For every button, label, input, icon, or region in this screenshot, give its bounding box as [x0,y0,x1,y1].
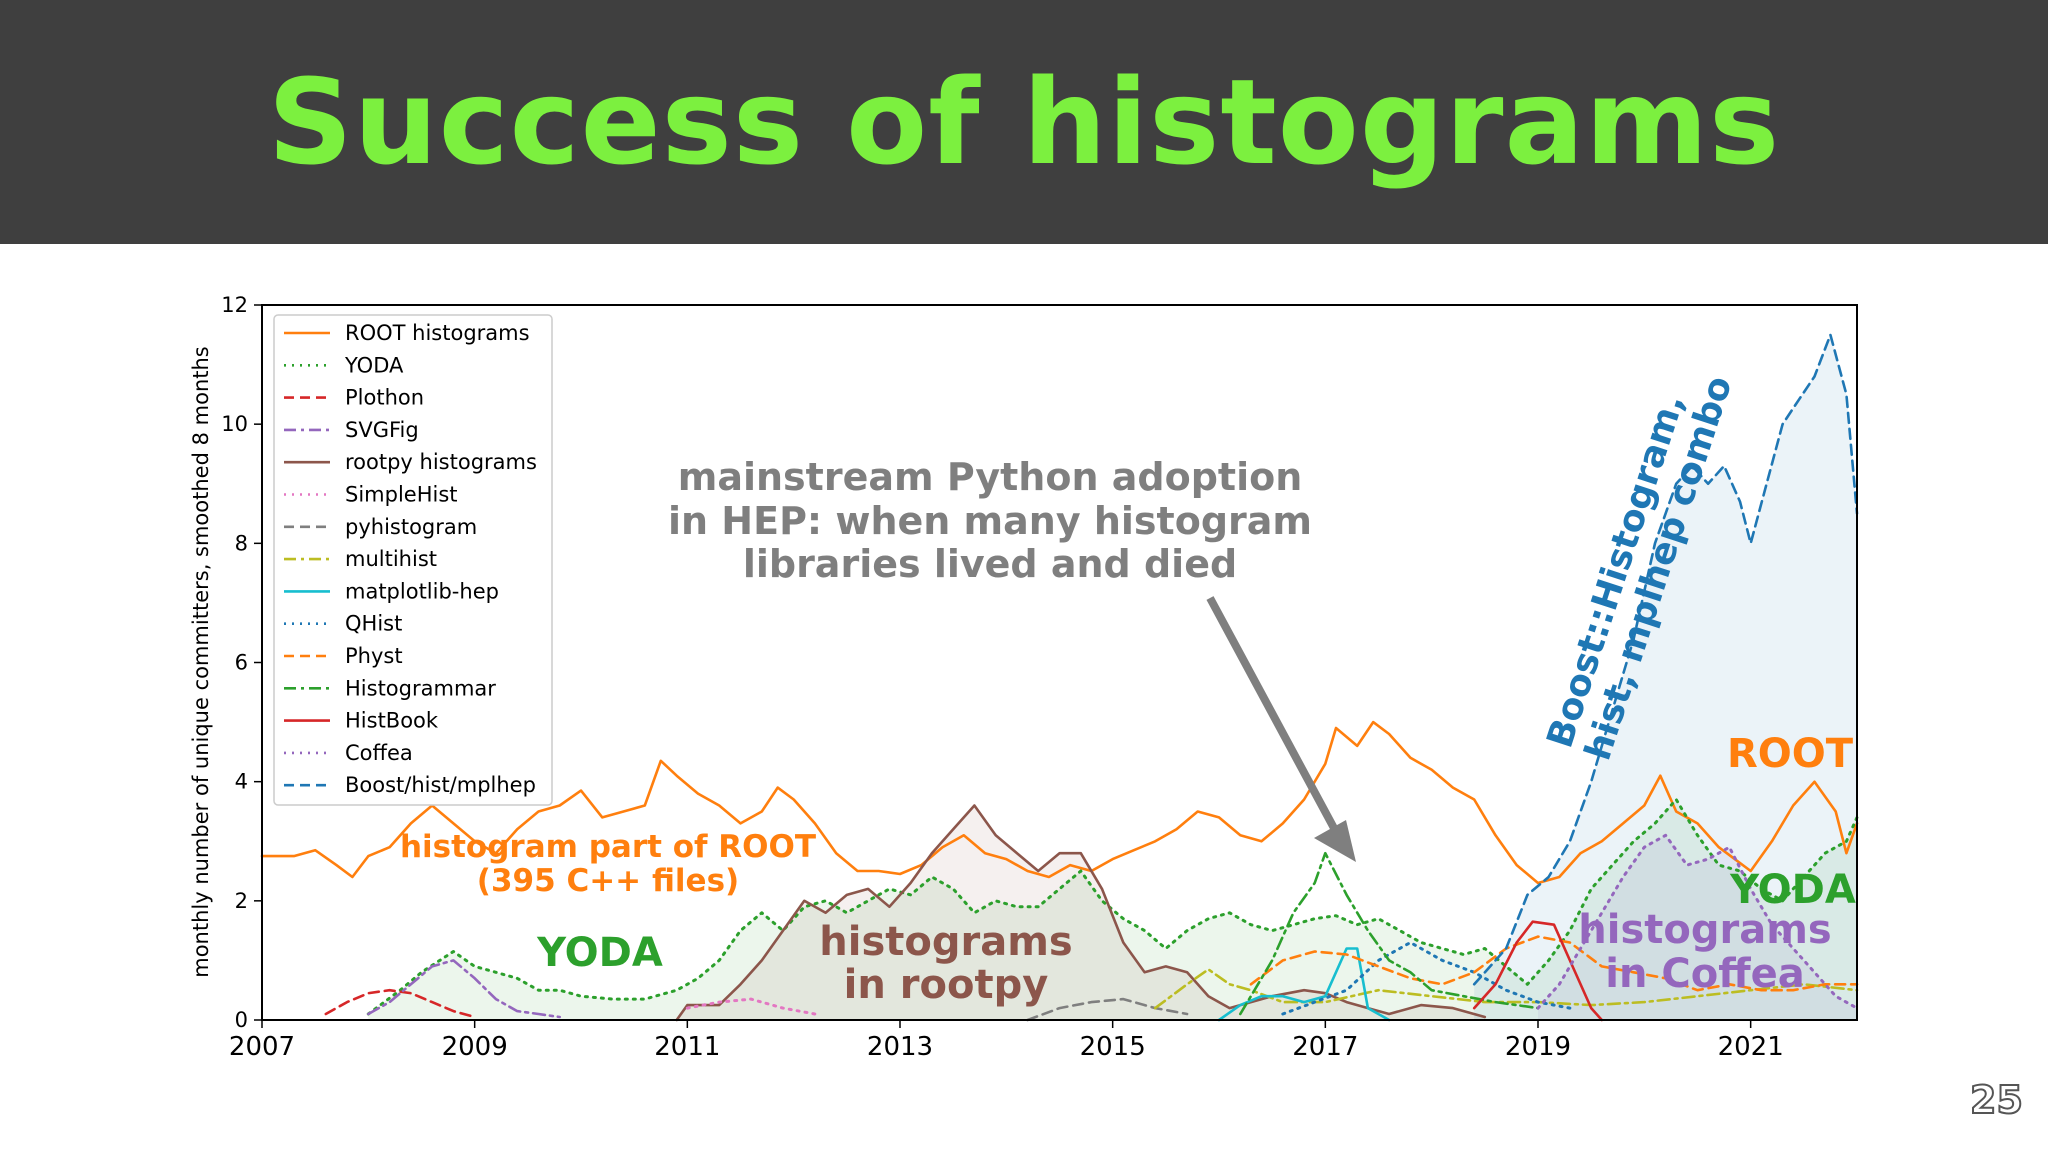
annotation-rootpy-1: histograms [819,919,1072,965]
series-line-10 [1249,935,1859,992]
y-ticks: 0 2 4 6 8 10 12 [221,293,262,1032]
y-tick-label: 10 [221,412,248,436]
annotation-yoda-left: YODA [536,930,663,976]
legend-label: Boost/hist/mplhep [345,773,536,797]
y-tick-label: 2 [235,889,248,913]
annotation-root-right: ROOT [1727,731,1854,777]
series-fill-13 [1538,835,1857,1020]
legend-label: multihist [345,547,437,571]
legend-items: ROOT histograms YODA Plothon SVGFig rootpy h… [284,321,537,797]
x-tick-label: 2009 [442,1032,508,1062]
legend-label: Plothon [345,386,424,410]
x-tick-label: 2017 [1292,1032,1358,1062]
series-lines [260,333,1859,1022]
y-tick-label: 0 [235,1008,248,1032]
legend-label: matplotlib-hep [345,579,499,603]
legend-label: pyhistogram [345,515,477,539]
y-tick-label: 8 [235,531,248,555]
slide-title: Success of histograms [267,53,1781,191]
x-ticks: 2007 2009 2011 2013 2015 2017 2019 2021 [229,1020,1784,1062]
annotation-adoption-3: libraries lived and died [743,542,1237,586]
legend-label: rootpy histograms [345,450,537,474]
title-bar: Success of histograms [0,0,2048,244]
arrow-shaft [1206,596,1339,832]
series-line-0 [260,720,1859,885]
y-axis-label: monthly number of unique committers, smo… [189,346,213,978]
annotation-yoda-right: YODA [1729,867,1856,913]
y-tick-label: 6 [235,651,248,675]
y-tick-label: 4 [235,770,248,794]
annotation-adoption-1: mainstream Python adoption [678,455,1303,499]
series-line-12 [1472,920,1604,1022]
legend-label: SVGFig [345,418,419,442]
y-tick-label: 12 [221,293,248,317]
annotation-root-files: (395 C++ files) [477,863,739,899]
legend-box [273,314,553,806]
legend-label: Physt [345,644,403,668]
series-line-14 [1472,333,1859,986]
annotation-coffea-2: in Coffea [1605,951,1804,997]
arrow-head [1314,820,1356,862]
series-line-7 [1153,968,1859,1010]
annotation-coffea-1: histograms [1578,907,1831,953]
legend-label: HistBook [345,709,439,733]
series-line-2 [324,988,477,1019]
series-line-13 [1536,833,1859,1010]
x-tick-label: 2011 [654,1032,720,1062]
series-line-9 [1281,941,1572,1016]
series-line-1 [366,798,1859,1016]
x-tick-label: 2021 [1718,1032,1784,1062]
x-tick-label: 2007 [229,1032,295,1062]
legend-label: Coffea [345,741,413,765]
series-fill-1 [368,799,1857,1020]
series-line-4 [675,804,1487,1022]
x-tick-label: 2015 [1080,1032,1146,1062]
legend-label: YODA [344,353,404,377]
legend-label: SimpleHist [345,483,458,507]
legend-label: QHist [345,612,402,636]
legend-label: Histogrammar [345,676,496,700]
x-tick-label: 2013 [867,1032,933,1062]
legend: ROOT histograms YODA Plothon SVGFig rootpy h… [273,314,553,806]
annotation-adoption-2: in HEP: when many histogram [668,499,1312,543]
series-line-8 [1217,947,1391,1022]
x-tick-label: 2019 [1505,1032,1571,1062]
series-line-3 [366,959,562,1019]
annotation-root-part: histogram part of ROOT [400,829,816,865]
series-line-6 [1026,997,1189,1022]
series-line-5 [685,997,817,1016]
series-fill-4 [676,805,1485,1020]
annotations: histogram part of ROOT (395 C++ files) Y… [400,371,1856,1008]
series-line-11 [1239,851,1540,1016]
page-number: 25 [1969,1077,2024,1123]
annotation-rootpy-2: in rootpy [844,962,1049,1008]
annotation-arrow [1206,596,1356,862]
legend-label: ROOT histograms [345,321,530,345]
